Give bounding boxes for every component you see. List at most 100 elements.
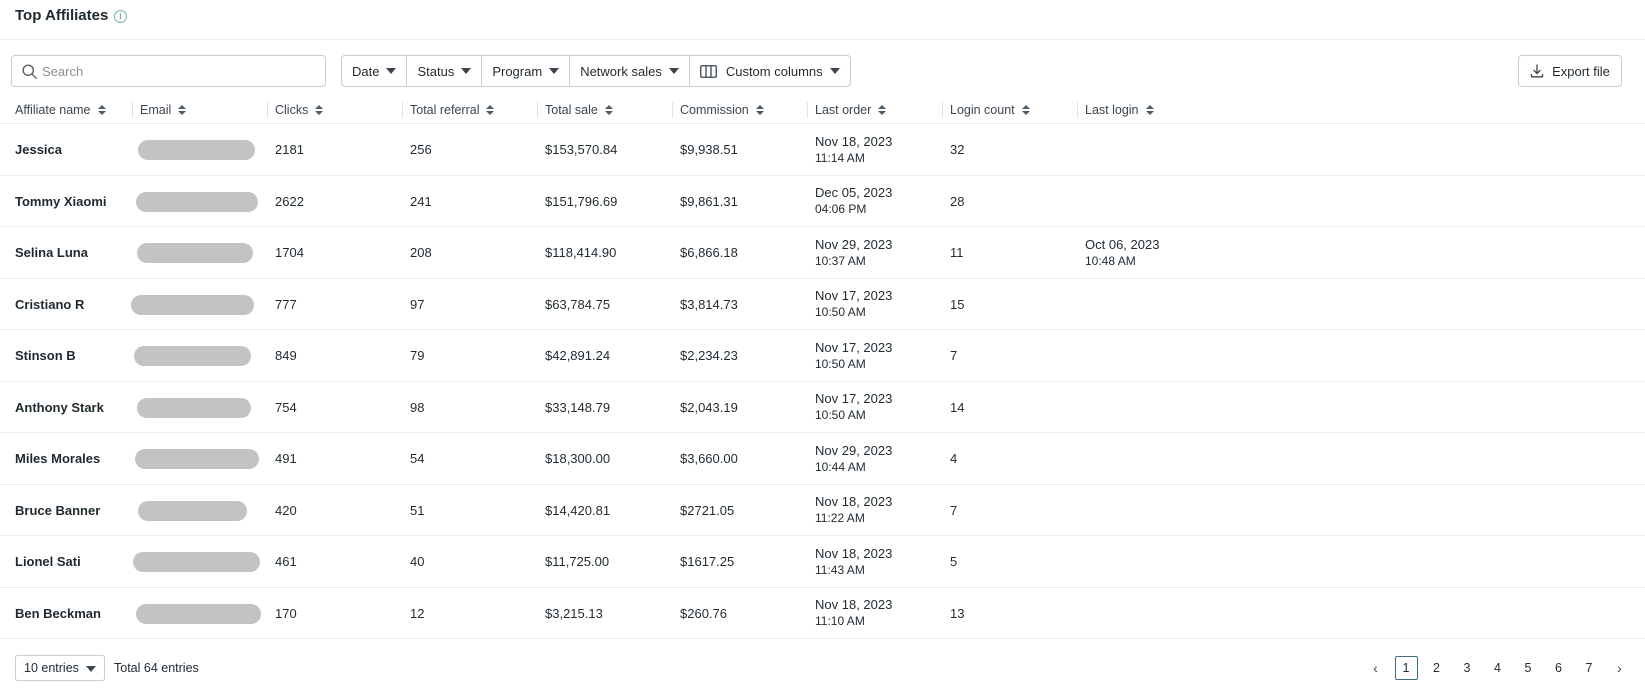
- sort-icon[interactable]: [315, 104, 324, 116]
- filter-program[interactable]: Program: [482, 56, 571, 86]
- column-divider: [807, 102, 808, 118]
- total-sale-cell: $118,414.90: [545, 245, 617, 260]
- table-row[interactable]: Anthony Stark 754 98 $33,148.79 $2,043.19 Nov…: [0, 382, 1645, 433]
- search-input[interactable]: [42, 63, 312, 79]
- login-count-cell: 13: [950, 605, 965, 621]
- table-row[interactable]: Bruce Banner 420 51 $14,420.81 $2721.05 Nov 1…: [0, 485, 1645, 536]
- clicks-cell: 2181: [275, 142, 304, 157]
- last-order-time: 11:10 AM: [815, 614, 865, 628]
- sort-icon[interactable]: [1145, 104, 1154, 116]
- affiliate-name-cell[interactable]: Selina Luna: [15, 245, 88, 260]
- column-header-total-sale[interactable]: Total sale: [537, 100, 613, 120]
- table-row[interactable]: Tommy Xiaomi 2622 241 $151,796.69 $9,861.31 D…: [0, 176, 1645, 227]
- affiliate-name-cell[interactable]: Miles Morales: [15, 451, 101, 466]
- page-button-6[interactable]: 6: [1555, 661, 1562, 675]
- affiliate-name-cell[interactable]: Anthony Stark: [15, 399, 104, 415]
- total-sale-cell: $18,300.00: [545, 451, 611, 466]
- last-order-time: 10:50 AM: [815, 305, 866, 319]
- column-header-login-count[interactable]: Login count: [942, 100, 1030, 120]
- affiliate-name-cell[interactable]: Ben Beckman: [15, 605, 101, 621]
- filter-bar: Date Status Program Network sales Custom…: [341, 55, 851, 87]
- sort-icon[interactable]: [604, 104, 613, 116]
- columns-icon: [699, 64, 717, 78]
- filter-date[interactable]: Date: [342, 56, 408, 86]
- column-header-label: Total referral: [410, 103, 480, 117]
- table-row[interactable]: Jessica 2181 256 $153,570.84 $9,938.51 Nov 18…: [0, 124, 1645, 176]
- column-header-clicks[interactable]: Clicks: [267, 100, 324, 120]
- commission-cell: $260.76: [680, 605, 727, 621]
- sort-icon[interactable]: [178, 104, 187, 116]
- total-entries: Total 64 entries: [114, 661, 199, 675]
- email-redacted: [137, 397, 251, 418]
- table-row[interactable]: Cristiano R 777 97 $63,784.75 $3,814.73 Nov 1…: [0, 279, 1645, 330]
- filter-custom-columns[interactable]: Custom columns: [690, 56, 850, 86]
- last-login-time: 10:48 AM: [1085, 253, 1136, 268]
- total-referral-cell: 79: [410, 348, 425, 363]
- download-icon: [1530, 64, 1544, 78]
- column-header-affiliate-name[interactable]: Affiliate name: [15, 100, 106, 120]
- column-header-last-login[interactable]: Last login: [1077, 100, 1154, 120]
- last-order-date: Nov 17, 2023: [815, 391, 893, 406]
- last-order-cell: Nov 18, 2023 11:14 AM: [815, 124, 892, 175]
- total-referral-cell: 241: [410, 193, 432, 209]
- page-header: Top Affiliates i: [0, 0, 1645, 40]
- sort-icon[interactable]: [755, 104, 764, 116]
- page-button-7[interactable]: 7: [1585, 661, 1593, 675]
- page-button-1[interactable]: 1: [1394, 656, 1418, 680]
- chevron-right-icon[interactable]: ›: [1617, 660, 1622, 676]
- email-redacted: [136, 603, 261, 624]
- search-box[interactable]: [11, 55, 326, 87]
- export-file-button[interactable]: Export file: [1518, 55, 1622, 87]
- entries-per-page-label: 10 entries: [24, 661, 79, 675]
- last-order-date: Nov 29, 2023: [815, 236, 893, 252]
- filter-status[interactable]: Status: [407, 56, 483, 86]
- column-divider: [402, 102, 403, 118]
- page-button-5[interactable]: 5: [1524, 661, 1532, 675]
- filter-network-sales[interactable]: Network sales: [570, 56, 690, 86]
- column-header-commission[interactable]: Commission: [672, 100, 764, 120]
- sort-icon[interactable]: [1021, 104, 1030, 116]
- email-redacted: [134, 346, 251, 366]
- last-order-time: 04:06 PM: [815, 202, 867, 216]
- clicks-cell: 491: [275, 451, 297, 466]
- column-header-label: Commission: [680, 103, 749, 117]
- info-icon[interactable]: i: [114, 10, 127, 23]
- affiliates-table: Affiliate name Email Clicks Total referral T…: [0, 96, 1645, 639]
- clicks-cell: 1704: [275, 245, 304, 260]
- email-redacted: [136, 191, 258, 212]
- page-button-3[interactable]: 3: [1463, 661, 1471, 675]
- table-row[interactable]: Selina Luna 1704 208 $118,414.90 $6,866.18 No…: [0, 227, 1645, 279]
- table-row[interactable]: Ben Beckman 170 12 $3,215.13 $260.76 Nov 18, …: [0, 588, 1645, 639]
- column-header-total-referral[interactable]: Total referral: [402, 100, 495, 120]
- login-count-cell: 14: [950, 399, 965, 415]
- page-button-4[interactable]: 4: [1494, 661, 1501, 675]
- column-header-label: Email: [140, 103, 172, 117]
- affiliate-name-cell[interactable]: Lionel Sati: [15, 554, 81, 569]
- clicks-cell: 2622: [275, 193, 304, 209]
- filter-network-sales-label: Network sales: [580, 63, 662, 79]
- column-divider: [672, 102, 673, 118]
- chevron-left-icon[interactable]: ‹: [1373, 660, 1378, 676]
- total-sale-cell: $3,215.13: [545, 605, 603, 621]
- affiliate-name-cell[interactable]: Tommy Xiaomi: [15, 193, 107, 209]
- affiliate-name-cell[interactable]: Cristiano R: [15, 296, 85, 312]
- column-header-last-order[interactable]: Last order: [807, 100, 887, 120]
- table-row[interactable]: Miles Morales 491 54 $18,300.00 $3,660.00 Nov…: [0, 433, 1645, 485]
- column-header-email[interactable]: Email: [132, 100, 187, 120]
- affiliate-name-cell[interactable]: Stinson B: [15, 348, 76, 363]
- table-row[interactable]: Stinson B 849 79 $42,891.24 $2,234.23 Nov 17,…: [0, 330, 1645, 382]
- login-count-cell: 15: [950, 296, 965, 312]
- sort-icon[interactable]: [486, 104, 495, 116]
- caret-down-icon: [668, 68, 679, 74]
- entries-per-page-select[interactable]: 10 entries: [15, 655, 105, 681]
- affiliate-name-cell[interactable]: Jessica: [15, 142, 62, 157]
- sort-icon[interactable]: [878, 104, 887, 116]
- last-order-date: Nov 18, 2023: [815, 545, 893, 561]
- affiliate-name-cell[interactable]: Bruce Banner: [15, 502, 101, 518]
- column-divider: [942, 102, 943, 118]
- commission-cell: $1617.25: [680, 554, 735, 569]
- page-button-2[interactable]: 2: [1433, 661, 1440, 675]
- sort-icon[interactable]: [97, 104, 106, 116]
- caret-down-icon: [386, 68, 397, 74]
- table-row[interactable]: Lionel Sati 461 40 $11,725.00 $1617.25 Nov 18…: [0, 536, 1645, 588]
